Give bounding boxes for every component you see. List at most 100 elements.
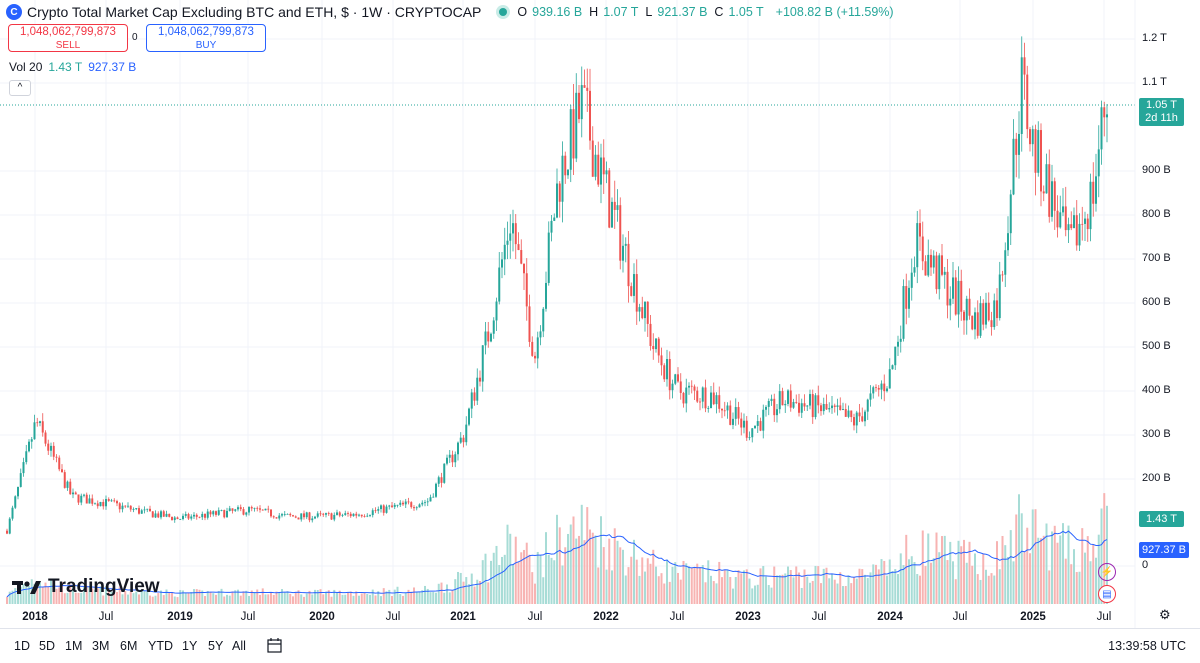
volume-bar	[619, 547, 622, 604]
candle-body	[498, 267, 501, 302]
candle-body	[690, 385, 693, 387]
candle-body	[83, 494, 85, 496]
candle-body	[184, 514, 187, 516]
candle-body	[1045, 164, 1048, 194]
volume-bar	[633, 539, 635, 604]
ohlc-key: H	[589, 5, 599, 19]
candle-body	[39, 421, 41, 424]
symbol-title[interactable]: Crypto Total Market Cap Excluding BTC an…	[27, 4, 482, 20]
date-range-calendar-icon[interactable]	[266, 637, 284, 655]
time-axis-label: 2022	[593, 611, 619, 623]
candle-body	[828, 408, 831, 410]
volume-bar	[341, 594, 344, 604]
candle-body	[6, 530, 8, 534]
utc-clock[interactable]: 13:39:58 UTC	[1108, 639, 1186, 653]
range-button-6m[interactable]: 6M	[120, 639, 138, 653]
volume-bar	[638, 575, 641, 604]
volume-bar	[814, 565, 817, 604]
volume-bar	[355, 591, 358, 604]
candle-body	[212, 511, 215, 515]
candle-body	[539, 331, 542, 338]
range-button-1m[interactable]: 1M	[65, 639, 83, 653]
candle-body	[479, 377, 481, 382]
volume-bar	[624, 575, 627, 604]
volume-bar	[737, 570, 740, 604]
volume-bar	[542, 577, 545, 604]
us-flag-icon[interactable]: ▤	[1098, 585, 1116, 603]
range-button-5y[interactable]: 5Y	[208, 639, 224, 653]
range-button-ytd[interactable]: YTD	[148, 639, 173, 653]
volume-bar	[228, 595, 231, 604]
candle-body	[1081, 223, 1084, 225]
candle-body	[176, 517, 179, 520]
volume-bar	[286, 591, 289, 604]
volume-bar	[743, 570, 745, 604]
volume-bar	[432, 592, 435, 604]
candle-body	[80, 495, 83, 503]
volume-bar	[979, 579, 982, 604]
volume-bar	[545, 532, 547, 604]
volume-bar	[503, 554, 506, 604]
buy-button[interactable]: 1,048,062,799,873 BUY	[146, 24, 266, 52]
last-price-value: 1.05 T	[1146, 99, 1177, 111]
range-button-1d[interactable]: 1D	[14, 639, 30, 653]
volume-bar	[605, 569, 608, 604]
volume-bar	[583, 540, 586, 604]
range-button-5d[interactable]: 5D	[39, 639, 55, 653]
candle-body	[754, 425, 756, 429]
candle-body	[1018, 133, 1020, 155]
volume-bar	[190, 591, 193, 604]
volume-bar	[300, 594, 303, 604]
volume-bar	[85, 585, 88, 604]
candle-body	[272, 516, 275, 518]
range-button-3m[interactable]: 3M	[92, 639, 110, 653]
candle-body	[974, 312, 976, 330]
candle-body	[413, 507, 415, 509]
volume-bar	[965, 562, 968, 604]
candle-body	[77, 494, 80, 503]
range-button-1y[interactable]: 1Y	[182, 639, 198, 653]
volume-bar	[338, 590, 341, 604]
candle-body	[217, 510, 220, 515]
candle-body	[583, 85, 586, 88]
candle-body	[886, 388, 888, 392]
candle-body	[286, 513, 289, 515]
candle-body	[688, 385, 690, 388]
volume-bar	[250, 590, 253, 604]
volume-bar	[77, 592, 80, 604]
gear-icon[interactable]: ⚙	[1159, 607, 1171, 622]
candles	[6, 36, 1108, 535]
candle-body	[531, 341, 534, 356]
candle-body	[1062, 206, 1064, 213]
volume-bar	[127, 594, 129, 604]
volume-bar	[322, 594, 325, 604]
candle-body	[410, 502, 413, 508]
volume-bar	[336, 592, 338, 604]
collapse-legend-button[interactable]: ^	[9, 80, 31, 96]
volume-bar	[363, 592, 366, 604]
volume-bar	[1012, 561, 1015, 604]
volume-bar	[1086, 536, 1089, 604]
sell-button[interactable]: 1,048,062,799,873 SELL	[8, 24, 128, 52]
price-axis-label: 400 B	[1142, 384, 1171, 396]
volume-bar	[168, 592, 171, 604]
lightning-icon[interactable]: ⚡	[1098, 563, 1116, 581]
candle-body	[283, 514, 286, 515]
range-button-all[interactable]: All	[232, 639, 246, 653]
candle-body	[72, 492, 74, 495]
buy-label: BUY	[195, 40, 217, 51]
candle-body	[1009, 194, 1012, 234]
candle-body	[855, 412, 858, 426]
volume-bar	[693, 567, 696, 604]
time-axis-label: Jul	[527, 611, 543, 623]
volume-bar	[429, 592, 432, 604]
volume-bar	[58, 587, 61, 604]
candle-body	[237, 507, 239, 510]
candle-body	[388, 505, 391, 507]
candle-body	[971, 315, 974, 330]
candle-body	[187, 514, 190, 519]
volume-bar	[193, 589, 195, 604]
volume-bar	[278, 592, 281, 604]
candle-body	[250, 507, 253, 509]
